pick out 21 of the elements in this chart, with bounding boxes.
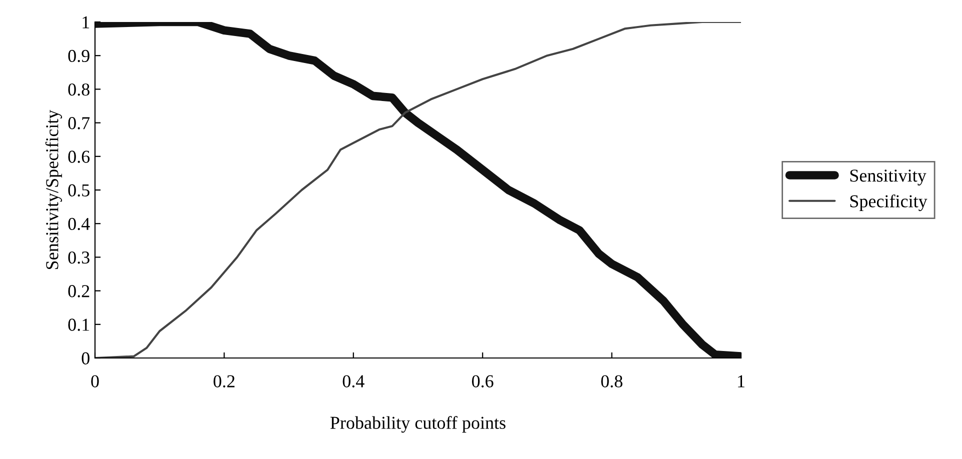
y-tick-label: 1 (82, 16, 90, 28)
y-tick-label: 0.7 (68, 117, 90, 130)
legend-label: Sensitivity (850, 170, 926, 186)
x-tick-label: 1 (738, 375, 744, 388)
y-tick-label: 0.3 (68, 251, 90, 264)
x-tick-label: 0.8 (601, 375, 622, 388)
y-tick-label: 0.5 (68, 184, 90, 197)
x-tick-label: 0.6 (472, 375, 494, 388)
x-axis-title: Probability cutoff points (330, 416, 506, 433)
y-tick-label: 0.8 (68, 83, 90, 96)
y-tick-label: 0 (82, 352, 90, 364)
x-tick-label: 0.4 (342, 375, 364, 388)
x-tick-label: 0 (91, 375, 99, 388)
y-tick-label: 0.1 (68, 318, 90, 331)
y-tick-label: 0.4 (68, 218, 90, 230)
y-tick-label: 0.9 (68, 50, 90, 62)
y-tick-label: 0.2 (68, 285, 90, 298)
y-axis-title: Sensitivity/Specificity (45, 110, 62, 270)
x-tick-label: 0.2 (214, 375, 234, 388)
y-tick-label: 0.6 (68, 150, 90, 163)
legend-label: Specificity (850, 194, 928, 212)
